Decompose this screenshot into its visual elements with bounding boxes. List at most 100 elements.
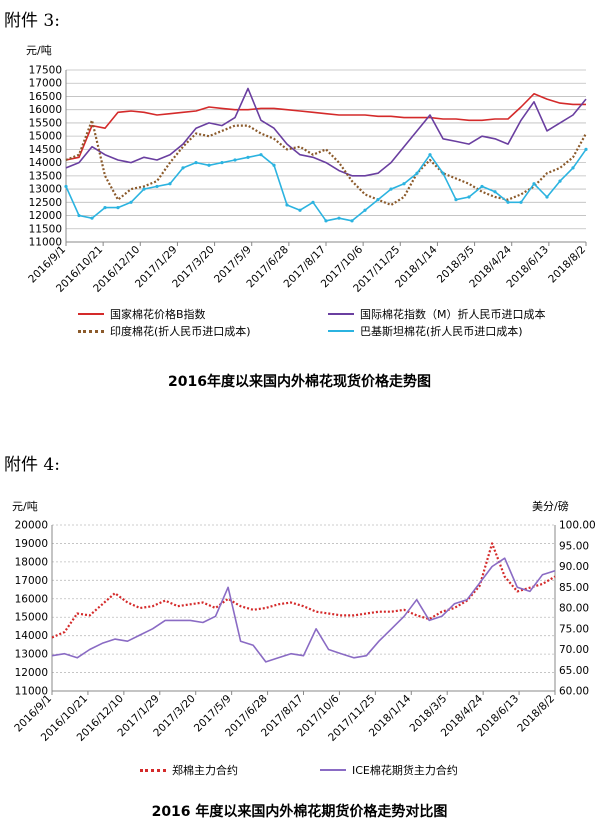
y2-tick-label: 100.00	[559, 520, 596, 532]
legend-label: 印度棉花(折人民币进口成本)	[110, 325, 251, 338]
y-tick-label: 19000	[15, 538, 48, 550]
series-line	[65, 93, 586, 161]
data-point	[64, 184, 68, 189]
y-tick-label: 16000	[15, 593, 48, 605]
data-point	[506, 200, 510, 204]
legend-item-pakistan: 巴基斯坦棉花(折人民币进口成本)	[328, 323, 523, 339]
series-line	[65, 87, 587, 177]
y2-tick-label: 80.00	[559, 603, 589, 615]
data-point	[480, 184, 484, 189]
series-line	[65, 148, 587, 222]
chart2-title: 2016 年度以来国内外棉花期货价格走势对比图	[151, 804, 448, 820]
y2-tick-label: 65.00	[559, 665, 589, 677]
y-tick-label: 15500	[29, 117, 62, 129]
y-tick-label: 13000	[29, 184, 62, 196]
data-point	[545, 195, 549, 199]
data-point	[350, 219, 354, 223]
legend-swatch	[328, 330, 354, 332]
y-tick-label: 14500	[29, 144, 62, 156]
y-tick-label: 13000	[15, 649, 48, 661]
series-line	[65, 119, 587, 207]
y-tick-label: 13500	[29, 170, 62, 182]
data-point	[571, 166, 575, 170]
legend-label: 巴基斯坦棉花(折人民币进口成本)	[360, 325, 523, 338]
y-tick-label: 16500	[29, 91, 62, 103]
x-tick-label: 2018/8/2	[515, 693, 557, 735]
chart1-title: 2016年度以来国内外棉花现货价格走势图	[168, 374, 431, 390]
y2-tick-label: 95.00	[559, 540, 589, 552]
data-point	[584, 147, 588, 151]
data-point	[337, 216, 341, 220]
y-tick-label: 16000	[29, 104, 62, 116]
y-tick-label: 11000	[29, 237, 62, 249]
data-point	[142, 187, 146, 191]
data-point	[103, 206, 107, 210]
legend-swatch	[78, 329, 104, 333]
y2-axis-label: 美分/磅	[532, 499, 569, 513]
legend-item-b-index: 国家棉花价格B指数	[78, 306, 206, 322]
series-line	[51, 542, 556, 639]
data-point	[207, 163, 211, 167]
y-tick-label: 12500	[29, 197, 62, 209]
series-line	[51, 557, 556, 663]
y-tick-label: 11500	[29, 223, 62, 235]
data-point	[324, 219, 328, 223]
y2-tick-label: 70.00	[559, 644, 589, 656]
legend-label: 郑棉主力合约	[172, 764, 238, 777]
data-point	[519, 200, 523, 204]
data-point	[259, 153, 263, 157]
y-tick-label: 14000	[29, 157, 62, 169]
legend-item-ice: ICE棉花期货主力合约	[320, 762, 458, 778]
data-point	[272, 163, 276, 167]
y-tick-label: 11000	[15, 686, 48, 698]
data-point	[467, 195, 471, 199]
y-axis-label: 元/吨	[26, 44, 52, 57]
y-axis-label: 元/吨	[12, 500, 38, 513]
legend-item-zce: 郑棉主力合约	[140, 762, 238, 778]
data-point	[90, 216, 94, 220]
data-point	[129, 200, 133, 204]
data-point	[376, 198, 380, 202]
legend-swatch	[328, 313, 354, 315]
legend-label: ICE棉花期货主力合约	[352, 764, 458, 777]
data-point	[220, 161, 224, 165]
y-tick-label: 15000	[15, 612, 48, 624]
data-point	[415, 171, 419, 175]
data-point	[194, 161, 198, 165]
data-point	[233, 158, 237, 162]
legend-label: 国家棉花价格B指数	[110, 308, 206, 321]
data-point	[285, 203, 289, 207]
y2-tick-label: 85.00	[559, 582, 589, 594]
y-tick-label: 17000	[15, 575, 48, 587]
legend-item-india: 印度棉花(折人民币进口成本)	[78, 323, 251, 339]
data-point	[181, 166, 185, 170]
heading-attachment-4: 附件 4:	[4, 455, 60, 475]
legend-item-m-index: 国际棉花指数（M）折人民币进口成本	[328, 306, 546, 322]
data-point	[558, 179, 562, 183]
y-tick-label: 12000	[15, 667, 48, 679]
data-point	[389, 187, 393, 191]
data-point	[493, 190, 497, 194]
data-point	[77, 213, 81, 218]
legend-label: 国际棉花指数（M）折人民币进口成本	[360, 308, 546, 321]
data-point	[155, 184, 159, 189]
data-point	[428, 153, 432, 157]
data-point	[532, 182, 536, 186]
y-tick-label: 14000	[15, 630, 48, 642]
y-tick-label: 17500	[29, 65, 62, 77]
data-point	[298, 208, 302, 212]
data-point	[246, 155, 250, 159]
legend-swatch	[140, 768, 166, 772]
y2-tick-label: 90.00	[559, 561, 589, 573]
y-tick-label: 15000	[29, 131, 62, 143]
data-point	[311, 200, 315, 204]
data-point	[363, 208, 367, 212]
data-point	[441, 171, 445, 175]
data-point	[116, 206, 120, 210]
y-tick-label: 17000	[29, 78, 62, 90]
x-tick-label: 2018/8/2	[546, 244, 588, 286]
data-point	[168, 182, 172, 186]
y2-tick-label: 75.00	[559, 623, 589, 635]
y-tick-label: 18000	[15, 556, 48, 568]
